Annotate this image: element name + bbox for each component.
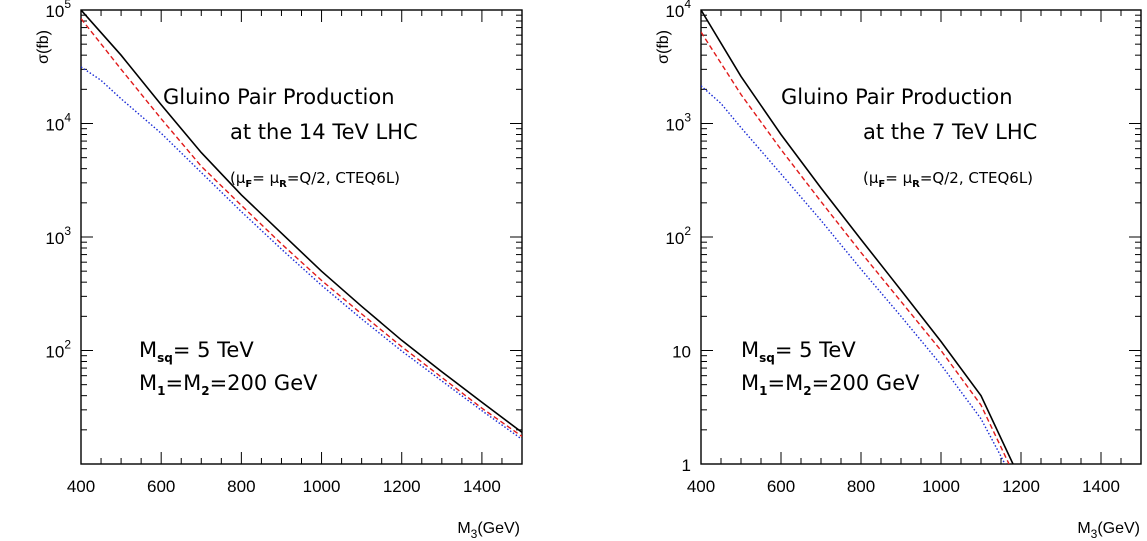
y-tick-exponent: 3 [684, 111, 691, 125]
y-tick-base: 10 [45, 343, 64, 362]
series-line-dotted [701, 85, 1006, 464]
series-line-solid [701, 10, 1014, 464]
y-axis-title: σ(fb) [35, 30, 52, 64]
x-tick-label: 1200 [1002, 477, 1040, 496]
mu-r-subscript: R [279, 179, 287, 190]
x-tick-label: 1000 [303, 477, 341, 496]
y-tick-base: 10 [45, 116, 64, 135]
series-line-solid [81, 10, 522, 434]
annotation-scale-choice: (μF= μR=Q/2, CTEQ6L) [863, 169, 1033, 190]
annotation-title-line1: Gluino Pair Production [163, 85, 395, 109]
chart-panel-right: 400 600 800 1000 1200 1400110102103104σ(fb)M3… [655, 0, 1142, 541]
x-tick-label: 800 [847, 477, 875, 496]
series-line-dashed [81, 18, 522, 437]
m1-subscript: 1 [157, 384, 165, 398]
annotation-title-line2: at the 7 TeV LHC [863, 120, 1037, 144]
y-tick-exponent: 4 [64, 111, 71, 125]
mu-r-symbol: μ [903, 169, 913, 187]
chart-panel-left: 400 600 800 1000 1200 1400102103104105σ(fb)M3… [35, 0, 523, 541]
mu-r-symbol: μ [270, 169, 280, 187]
x-tick-label: 1400 [1082, 477, 1120, 496]
annotation-msq: Msq= 5 TeV [741, 338, 856, 365]
y-tick-label: 105 [45, 0, 71, 21]
y-tick-base: 10 [665, 229, 684, 248]
x-axis-title: M3(GeV) [457, 520, 520, 541]
x-tick-label: 400 [67, 477, 95, 496]
mu-f-subscript: F [878, 179, 885, 190]
m2-subscript: 2 [803, 384, 811, 398]
annotation-scale-choice: (μF= μR=Q/2, CTEQ6L) [230, 169, 400, 190]
y-tick-label: 1 [682, 456, 691, 475]
y-tick-label: 104 [665, 0, 691, 21]
plot-frame [80, 9, 523, 465]
y-tick-base: 10 [672, 343, 691, 362]
series-line-dashed [701, 31, 1010, 464]
x-tick-label: 400 [687, 477, 715, 496]
m2-subscript: 2 [201, 384, 209, 398]
y-tick-label: 103 [665, 111, 691, 135]
y-tick-label: 104 [45, 111, 71, 135]
y-tick-label: 103 [45, 224, 71, 248]
x-tick-label: 1200 [383, 477, 421, 496]
y-tick-base: 10 [665, 2, 684, 21]
y-tick-exponent: 2 [64, 338, 71, 352]
x-tick-label: 600 [767, 477, 795, 496]
m1-subscript: 1 [759, 384, 767, 398]
annotation-title-line2: at the 14 TeV LHC [230, 120, 418, 144]
annotation-m1-m2: M1=M2=200 GeV [139, 371, 318, 398]
y-tick-base: 10 [665, 116, 684, 135]
x-tick-label: 1400 [463, 477, 501, 496]
mu-f-symbol: μ [236, 169, 246, 187]
annotation-msq: Msq= 5 TeV [139, 338, 254, 365]
x-axis-title: M3(GeV) [1077, 520, 1140, 541]
msq-subscript: sq [759, 351, 775, 365]
mu-f-symbol: μ [869, 169, 879, 187]
mu-f-subscript: F [245, 179, 252, 190]
y-tick-exponent: 5 [64, 0, 71, 11]
annotation-m1-m2: M1=M2=200 GeV [741, 371, 920, 398]
x-tick-label: 800 [227, 477, 255, 496]
y-tick-exponent: 4 [684, 0, 691, 11]
y-tick-label: 10 [672, 343, 691, 362]
msq-subscript: sq [157, 351, 173, 365]
y-tick-exponent: 3 [64, 224, 71, 238]
y-tick-label: 102 [45, 338, 71, 362]
y-tick-base: 10 [45, 229, 64, 248]
y-tick-base: 1 [682, 456, 691, 475]
y-tick-base: 10 [45, 2, 64, 21]
y-axis-title: σ(fb) [655, 30, 672, 64]
x-tick-label: 1000 [922, 477, 960, 496]
x-tick-label: 600 [147, 477, 175, 496]
mu-r-subscript: R [912, 179, 920, 190]
y-tick-exponent: 2 [684, 224, 691, 238]
annotation-title-line1: Gluino Pair Production [781, 85, 1013, 109]
y-tick-label: 102 [665, 224, 691, 248]
